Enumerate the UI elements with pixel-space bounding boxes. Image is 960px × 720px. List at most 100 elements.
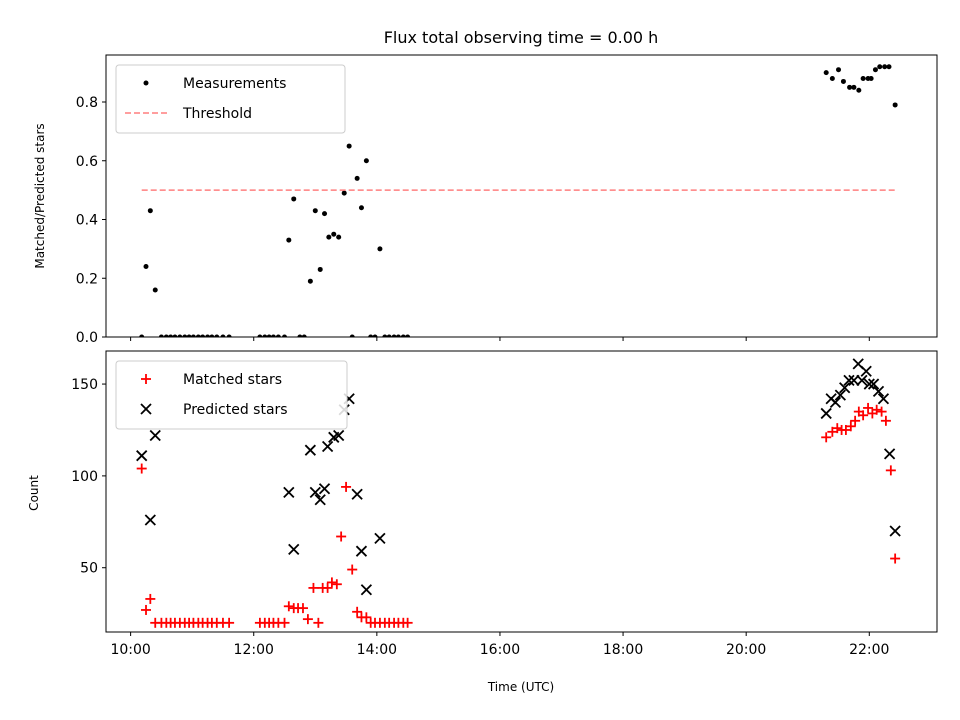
top-panel: Matched/Predicted stars 0.0 0.2 0.4 0.6 0.8 M… [33,54,938,346]
predicted-marker-b [314,494,326,506]
matched-star-marker [145,593,156,604]
predicted-marker-b [852,358,864,370]
matched-star-marker [326,577,337,588]
predicted-marker-b [872,385,885,398]
predicted-star-marker [355,545,368,557]
top-y-tick-label: 0.8 [76,95,98,111]
measurement-point [336,234,342,240]
matched-star-marker [832,423,843,434]
measurement-point [317,266,323,272]
measurement-point [158,334,164,337]
top-y-axis-label: Matched/Predicted stars [33,123,47,268]
matched-star-marker [821,432,832,443]
bottom-y-tick-label: 150 [71,377,98,393]
predicted-marker-b [839,382,851,394]
measurement-point [307,278,313,284]
predicted-star-marker [333,429,345,442]
measurement-point [172,334,178,337]
legend-predicted-key-b [140,403,152,415]
measurement-point [282,334,288,337]
measurement-point [220,334,226,337]
predicted-star-marker [889,525,901,537]
measurement-point [882,64,888,70]
measurement-point [860,76,866,81]
predicted-marker-b [360,584,373,596]
matched-star-marker [341,481,352,492]
predicted-star-marker [867,378,880,390]
matched-star-marker [845,421,856,432]
matched-star-marker [858,410,869,421]
top-y-tick-label: 0.2 [76,271,98,287]
measurement-point [851,84,857,90]
measurement-point [823,70,829,76]
matched-star-marker [302,614,313,625]
predicted-marker-b [318,483,331,495]
measurement-point [840,78,846,84]
predicted-star-marker [283,486,295,499]
top-y-tick-label: 0.4 [76,213,98,229]
predicted-marker-b [820,407,832,420]
matched-star-marker [871,404,882,415]
predicted-marker-b [321,440,334,453]
bottom-panel: Count 50 100 150 10:00 12:00 14:00 16:00 18:00 2… [27,350,938,658]
bottom-plot-area [136,358,901,628]
matched-star-marker [308,582,319,593]
predicted-star-marker [877,393,890,405]
measurement-point [291,196,297,202]
measurement-point [200,334,206,337]
matched-star-marker [322,582,333,593]
matched-star-marker [336,531,347,542]
legend-label: Predicted stars [183,402,288,418]
matched-star-marker [313,617,324,628]
top-legend-box [115,64,346,134]
predicted-star-marker [829,396,842,409]
bottom-legend-box [115,360,348,430]
measurement-point [354,175,360,181]
predicted-marker-b [288,543,300,555]
measurement-point [301,334,307,337]
predicted-marker-b [136,450,148,462]
matched-star-marker [283,601,294,612]
predicted-marker-b [856,374,868,387]
measurement-point [147,208,153,214]
predicted-star-marker [839,382,851,394]
x-tick-label: 22:00 [849,642,889,658]
predicted-marker-b [374,532,386,544]
predicted-star-marker [856,374,868,387]
x-tick-label: 16:00 [480,642,520,658]
measurement-point [177,334,183,337]
chart-title: Flux total observing time = 0.00 h [384,28,659,47]
matched-star-marker [890,553,901,564]
measurement-point [209,334,215,337]
measurement-point [322,211,328,217]
measurement-point [312,208,318,214]
predicted-marker-b [829,396,842,409]
measurement-point [341,190,347,196]
matched-star-marker [863,402,874,413]
measurement-point [886,64,892,70]
measurement-point [349,334,355,337]
legend-measurement-key [143,80,149,86]
predicted-star-marker [288,543,300,555]
measurement-point [262,334,268,337]
predicted-marker-b [877,393,890,405]
predicted-star-marker [351,488,363,500]
top-y-tick-label: 0.6 [76,154,98,170]
bottom-legend: Matched stars Predicted stars [115,360,348,430]
predicted-star-marker [360,584,373,596]
measurement-point [847,84,853,90]
measurement-point [868,76,874,81]
measurement-point [266,334,272,337]
legend-label: Threshold [182,106,252,122]
predicted-star-marker [883,448,896,460]
predicted-star-marker [820,407,832,420]
measurement-point [829,76,835,81]
measurement-point [143,264,149,269]
matched-star-marker [297,603,308,614]
measurement-point [163,334,169,337]
measurement-point [214,334,220,337]
predicted-marker-b [867,378,880,390]
measurement-point [386,334,392,337]
predicted-marker-b [333,429,345,442]
x-tick-label: 18:00 [603,642,643,658]
